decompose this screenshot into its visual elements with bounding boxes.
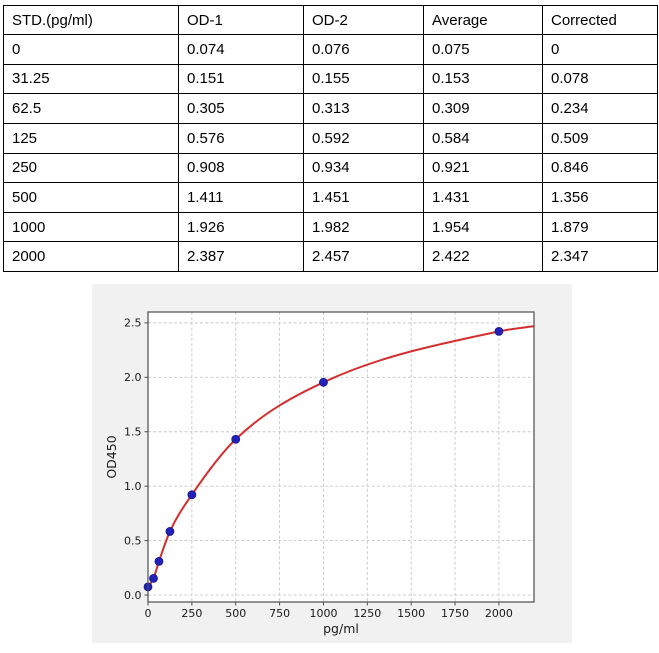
table-cell: 1.879 <box>542 211 658 243</box>
table-cell: 0.934 <box>303 152 424 184</box>
table-cell: 0.846 <box>542 152 658 184</box>
table-cell: 0.313 <box>303 93 424 124</box>
table-cell: 125 <box>3 122 179 154</box>
y-tick-label: 1.5 <box>124 426 142 439</box>
table-cell: 0 <box>3 34 179 65</box>
table-cell: 0.592 <box>303 122 424 154</box>
y-tick-label: 2.5 <box>124 317 142 330</box>
table-row: 2000 2.387 2.457 2.422 2.347 <box>3 241 658 272</box>
x-tick-label: 1000 <box>309 607 337 620</box>
table-header-row: STD.(pg/ml) OD-1 OD-2 Average Corrected <box>3 5 658 35</box>
table-cell: 0.153 <box>423 63 543 95</box>
data-point <box>187 490 197 500</box>
table-cell: 0.155 <box>303 63 424 95</box>
standards-table: STD.(pg/ml) OD-1 OD-2 Average Corrected … <box>3 5 658 272</box>
table-cell: 0.075 <box>423 34 543 65</box>
table-cell: 0.151 <box>178 63 304 95</box>
table-cell: 0.309 <box>423 93 543 124</box>
table-row: 62.5 0.305 0.313 0.309 0.234 <box>3 93 658 124</box>
table-row: 1000 1.926 1.982 1.954 1.879 <box>3 211 658 243</box>
table-row: 31.25 0.151 0.155 0.153 0.078 <box>3 63 658 95</box>
data-point <box>149 573 158 583</box>
table-cell: 0.584 <box>423 122 543 154</box>
data-point <box>165 527 175 536</box>
x-axis-label: pg/ml <box>323 621 359 636</box>
data-point <box>154 556 164 566</box>
column-header-od1: OD-1 <box>178 5 304 35</box>
column-header-std: STD.(pg/ml) <box>3 5 179 35</box>
x-tick-label: 1750 <box>441 607 469 620</box>
table-cell: 0.234 <box>542 93 658 124</box>
standard-curve-chart: 0.0 0.5 1.0 1.5 2.0 2.5 0 250 500 750 1000 1250 1500… <box>92 284 572 643</box>
table-cell: 0.074 <box>178 34 304 65</box>
x-tick-label: 1500 <box>397 607 425 620</box>
data-point <box>231 434 241 444</box>
table-cell: 1000 <box>3 211 179 243</box>
table-cell: 1.431 <box>423 182 543 213</box>
y-tick-label: 2.0 <box>124 371 142 384</box>
x-tick-label: 500 <box>225 607 246 620</box>
table-cell: 0.078 <box>542 63 658 95</box>
table-cell: 2.347 <box>542 241 658 272</box>
table-cell: 0.908 <box>178 152 304 184</box>
table-cell: 0.076 <box>303 34 424 65</box>
standard-curve-figure: 0.0 0.5 1.0 1.5 2.0 2.5 0 250 500 750 1000 1250 1500… <box>92 284 572 643</box>
table-cell: 2.457 <box>303 241 424 272</box>
table-cell: 2.387 <box>178 241 304 272</box>
plot-spines <box>147 311 535 603</box>
table-cell: 0.509 <box>542 122 658 154</box>
x-tick-label: 2000 <box>485 607 513 620</box>
table-cell: 1.926 <box>178 211 304 243</box>
table-cell: 1.982 <box>303 211 424 243</box>
table-cell: 2000 <box>3 241 179 272</box>
y-tick-label: 0.5 <box>124 534 142 547</box>
y-axis-label: OD450 <box>104 435 119 478</box>
table-cell: 1.411 <box>178 182 304 213</box>
x-tick-label: 250 <box>181 607 202 620</box>
table-row: 500 1.411 1.451 1.431 1.356 <box>3 182 658 213</box>
column-header-od2: OD-2 <box>303 5 424 35</box>
data-point <box>494 326 504 336</box>
table-cell: 500 <box>3 182 179 213</box>
table-cell: 31.25 <box>3 63 179 95</box>
y-tick-label: 0.0 <box>124 589 142 602</box>
table-cell: 250 <box>3 152 179 184</box>
x-tick-label: 0 <box>145 607 152 620</box>
table-row: 0 0.074 0.076 0.075 0 <box>3 34 658 65</box>
data-point <box>319 377 328 387</box>
table-cell: 0.576 <box>178 122 304 154</box>
table-cell: 1.451 <box>303 182 424 213</box>
x-tick-label: 750 <box>269 607 290 620</box>
table-cell: 0 <box>542 34 658 65</box>
table-cell: 1.954 <box>423 211 543 243</box>
y-tick-label: 1.0 <box>124 480 142 493</box>
table-cell: 0.305 <box>178 93 304 124</box>
x-tick-label: 1250 <box>353 607 381 620</box>
table-row: 125 0.576 0.592 0.584 0.509 <box>3 122 658 154</box>
table-cell: 62.5 <box>3 93 179 124</box>
table-cell: 2.422 <box>423 241 543 272</box>
fit-curve <box>147 325 535 588</box>
column-header-average: Average <box>423 5 543 35</box>
column-header-corrected: Corrected <box>542 5 658 35</box>
plot-area <box>148 312 534 602</box>
table-row: 250 0.908 0.934 0.921 0.846 <box>3 152 658 184</box>
table-cell: 1.356 <box>542 182 658 213</box>
table-cell: 0.921 <box>423 152 543 184</box>
